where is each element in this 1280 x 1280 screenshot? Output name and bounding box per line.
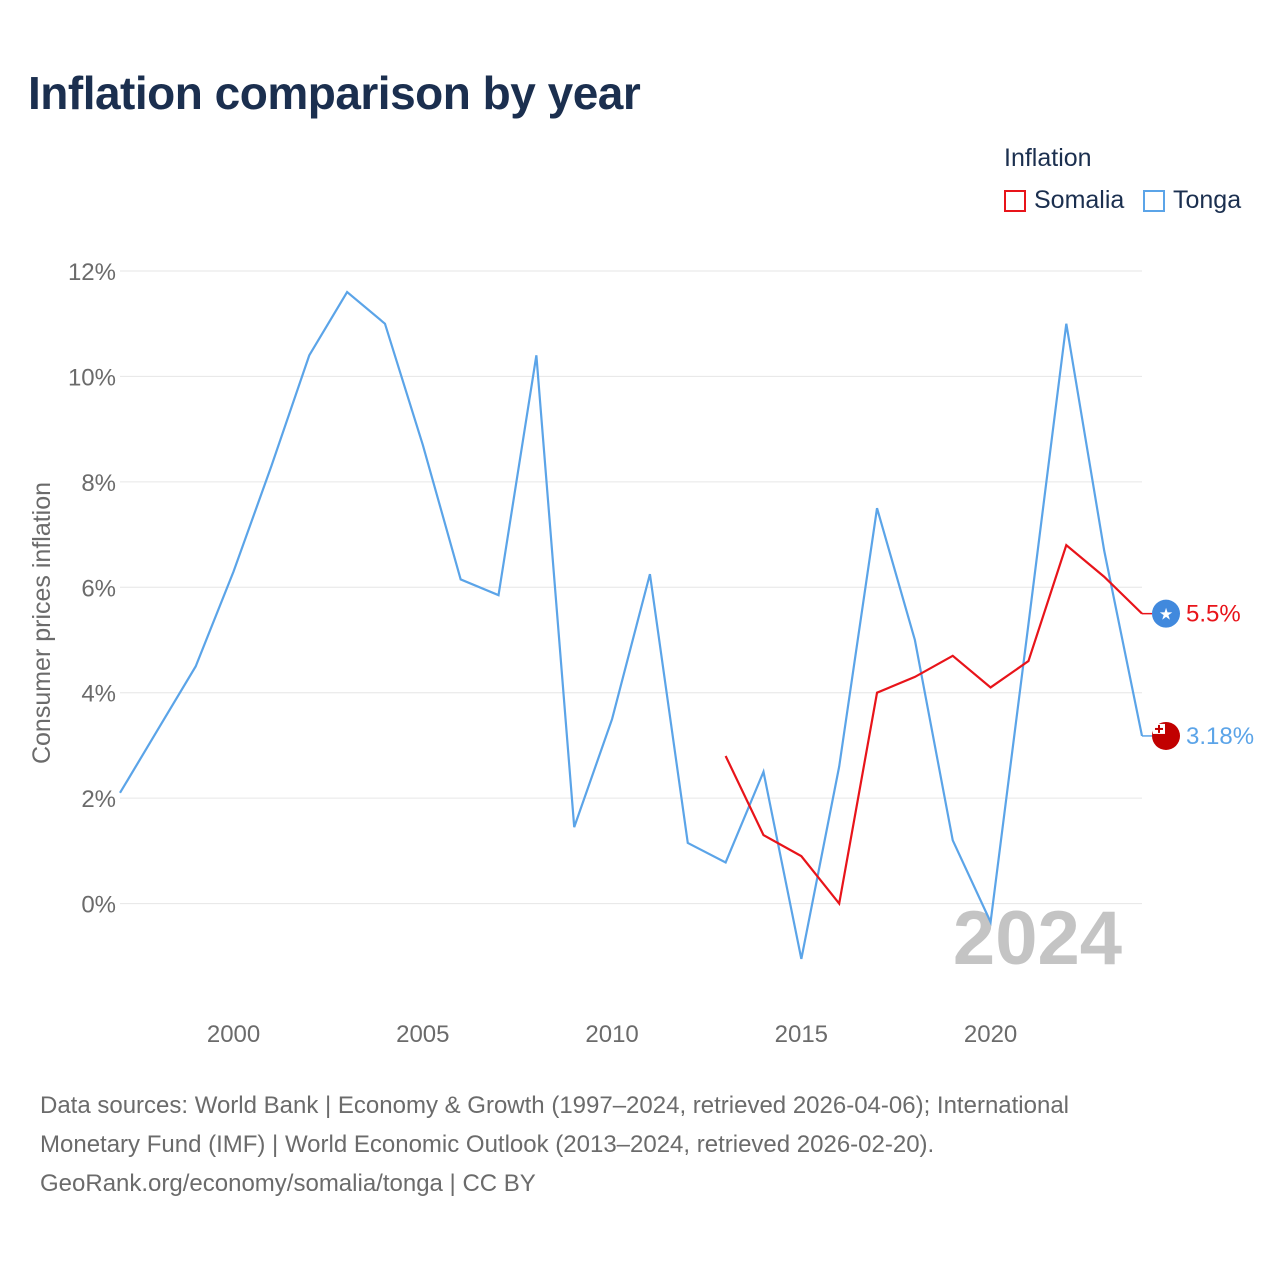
y-axis-label: Consumer prices inflation xyxy=(28,482,56,764)
somalia-flag-icon: ★ xyxy=(1152,599,1180,628)
x-tick-label: 2005 xyxy=(396,1021,449,1048)
line-chart: 0% 2% 4% 6% 8% 10% 12% 2000 2005 2010 2015 2020 Co… xyxy=(28,259,1254,1048)
y-tick-label: 6% xyxy=(81,575,116,602)
x-tick-label: 2015 xyxy=(775,1021,828,1048)
legend-title: Inflation xyxy=(1004,144,1092,172)
year-watermark: 2024 xyxy=(953,896,1122,981)
x-axis-ticks: 2000 2005 2010 2015 2020 xyxy=(207,1021,1017,1048)
chart-title: Inflation comparison by year xyxy=(28,67,641,119)
y-tick-label: 12% xyxy=(68,259,116,286)
series-end-labels: 3.18% ★ 5.5% xyxy=(1142,599,1254,750)
legend-label-tonga: Tonga xyxy=(1173,186,1242,214)
footer-line-3[interactable]: GeoRank.org/economy/somalia/tonga | CC B… xyxy=(40,1170,536,1197)
x-tick-label: 2000 xyxy=(207,1021,260,1048)
series-line-somalia[interactable] xyxy=(724,543,1143,907)
end-label-somalia: 5.5% xyxy=(1186,601,1241,628)
y-tick-label: 8% xyxy=(81,470,116,497)
footer-line-1: Data sources: World Bank | Economy & Gro… xyxy=(40,1092,1070,1119)
legend-item-somalia[interactable]: Somalia xyxy=(1004,186,1124,215)
svg-text:★: ★ xyxy=(1159,607,1173,624)
grid-lines xyxy=(120,270,1142,905)
y-tick-label: 0% xyxy=(81,892,116,919)
legend-label-somalia: Somalia xyxy=(1034,186,1125,214)
series-line-tonga[interactable] xyxy=(119,290,1144,960)
y-tick-label: 10% xyxy=(68,364,116,391)
end-label-tonga: 3.18% xyxy=(1186,723,1254,750)
legend-item-tonga[interactable]: Tonga xyxy=(1143,186,1241,215)
legend-swatch-somalia xyxy=(1004,189,1026,212)
tonga-flag-icon xyxy=(1152,721,1180,750)
footer-sources: Data sources: World Bank | Economy & Gro… xyxy=(40,1086,1240,1203)
footer-line-2: Monetary Fund (IMF) | World Economic Out… xyxy=(40,1131,935,1158)
y-tick-label: 2% xyxy=(81,786,116,813)
legend-swatch-tonga xyxy=(1143,189,1165,212)
x-tick-label: 2010 xyxy=(585,1021,638,1048)
x-tick-label: 2020 xyxy=(964,1021,1017,1048)
y-tick-label: 4% xyxy=(81,681,116,708)
series-lines xyxy=(119,290,1144,960)
y-axis-ticks: 0% 2% 4% 6% 8% 10% 12% xyxy=(68,259,116,919)
